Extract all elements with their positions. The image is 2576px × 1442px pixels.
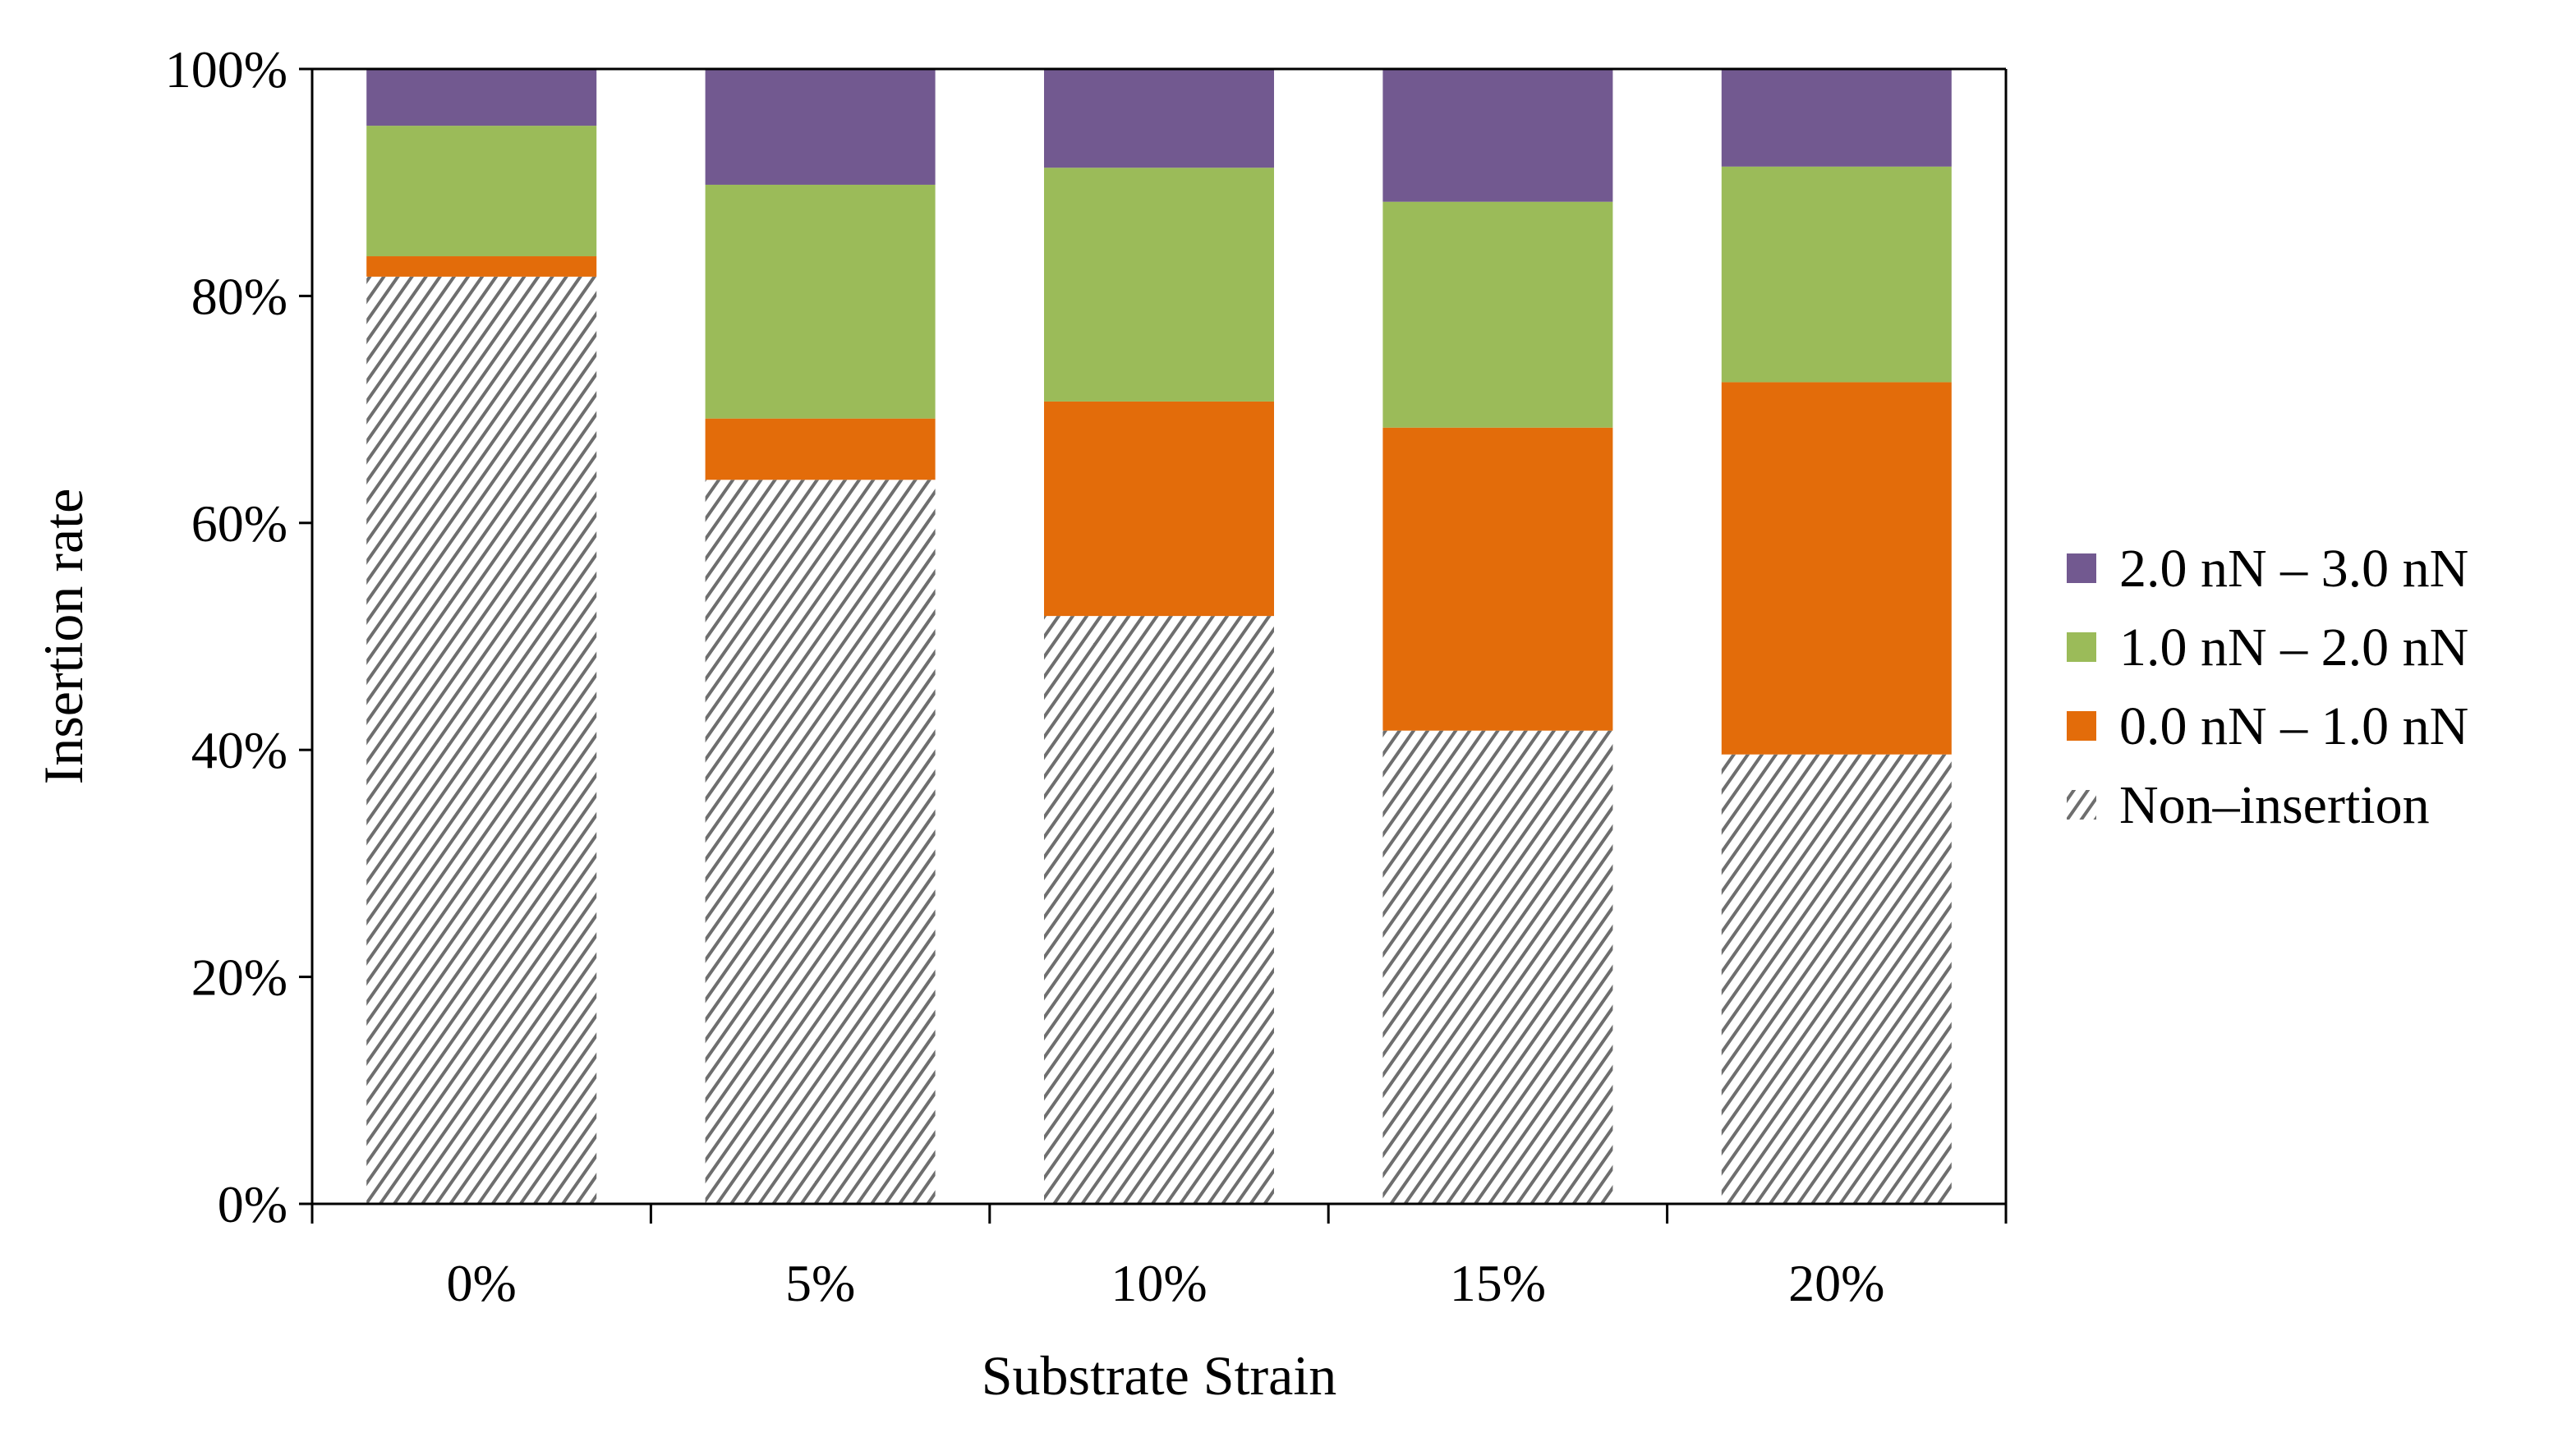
bar-non-insertion-0pct — [366, 276, 597, 1204]
legend-label: 0.0 nN – 1.0 nN — [2119, 696, 2468, 756]
y-tick-label: 40% — [191, 721, 288, 779]
labels-layer: Substrate Strain Insertion rate 0% 5% 10% 1… — [32, 40, 1884, 1407]
legend-label: 2.0 nN – 3.0 nN — [2119, 539, 2468, 599]
bar-0-0-nn-1-0-nn-0pct — [366, 256, 597, 277]
bar-non-insertion-10pct — [1044, 616, 1274, 1204]
legend-swatch — [2067, 711, 2096, 741]
y-tick-label: 100% — [165, 40, 288, 99]
legend-swatch — [2067, 790, 2096, 820]
x-tick-label: 5% — [785, 1254, 855, 1312]
bar-1-0-nn-2-0-nn-20pct — [1721, 166, 1952, 383]
axes-layer — [299, 67, 2008, 1224]
y-axis-title: Insertion rate — [32, 489, 94, 785]
bar-1-0-nn-2-0-nn-10pct — [1044, 168, 1274, 402]
legend-swatch — [2067, 632, 2096, 662]
bar-1-0-nn-2-0-nn-5pct — [705, 184, 936, 419]
legend-label: Non–insertion — [2119, 775, 2430, 835]
bars-layer — [366, 69, 1952, 1204]
bar-non-insertion-15pct — [1382, 730, 1613, 1204]
x-tick-label: 0% — [447, 1254, 517, 1312]
bar-0-0-nn-1-0-nn-10pct — [1044, 401, 1274, 617]
bar-0-0-nn-1-0-nn-20pct — [1721, 382, 1952, 755]
legend-label: 1.0 nN – 2.0 nN — [2119, 618, 2468, 677]
bar-non-insertion-20pct — [1721, 754, 1952, 1204]
y-tick-label: 20% — [191, 948, 288, 1007]
x-tick-label: 10% — [1111, 1254, 1207, 1312]
bar-1-0-nn-2-0-nn-0pct — [366, 126, 597, 257]
bar-2-0-nn-3-0-nn-10pct — [1044, 69, 1274, 168]
bar-non-insertion-5pct — [705, 480, 936, 1204]
bar-2-0-nn-3-0-nn-5pct — [705, 69, 936, 185]
x-tick-label: 15% — [1450, 1254, 1546, 1312]
y-tick-label: 80% — [191, 267, 288, 325]
y-tick-label: 0% — [218, 1175, 288, 1233]
bar-0-0-nn-1-0-nn-5pct — [705, 418, 936, 480]
x-axis-title: Substrate Strain — [982, 1344, 1337, 1407]
bar-2-0-nn-3-0-nn-20pct — [1721, 69, 1952, 167]
y-tick-label: 60% — [191, 494, 288, 553]
bar-0-0-nn-1-0-nn-15pct — [1382, 427, 1613, 731]
legend: 2.0 nN – 3.0 nN 1.0 nN – 2.0 nN 0.0 nN – 1… — [2067, 539, 2468, 835]
bar-2-0-nn-3-0-nn-0pct — [366, 69, 597, 126]
legend-swatch — [2067, 553, 2096, 583]
bar-2-0-nn-3-0-nn-15pct — [1382, 69, 1613, 202]
x-tick-label: 20% — [1788, 1254, 1884, 1312]
bar-1-0-nn-2-0-nn-15pct — [1382, 201, 1613, 428]
